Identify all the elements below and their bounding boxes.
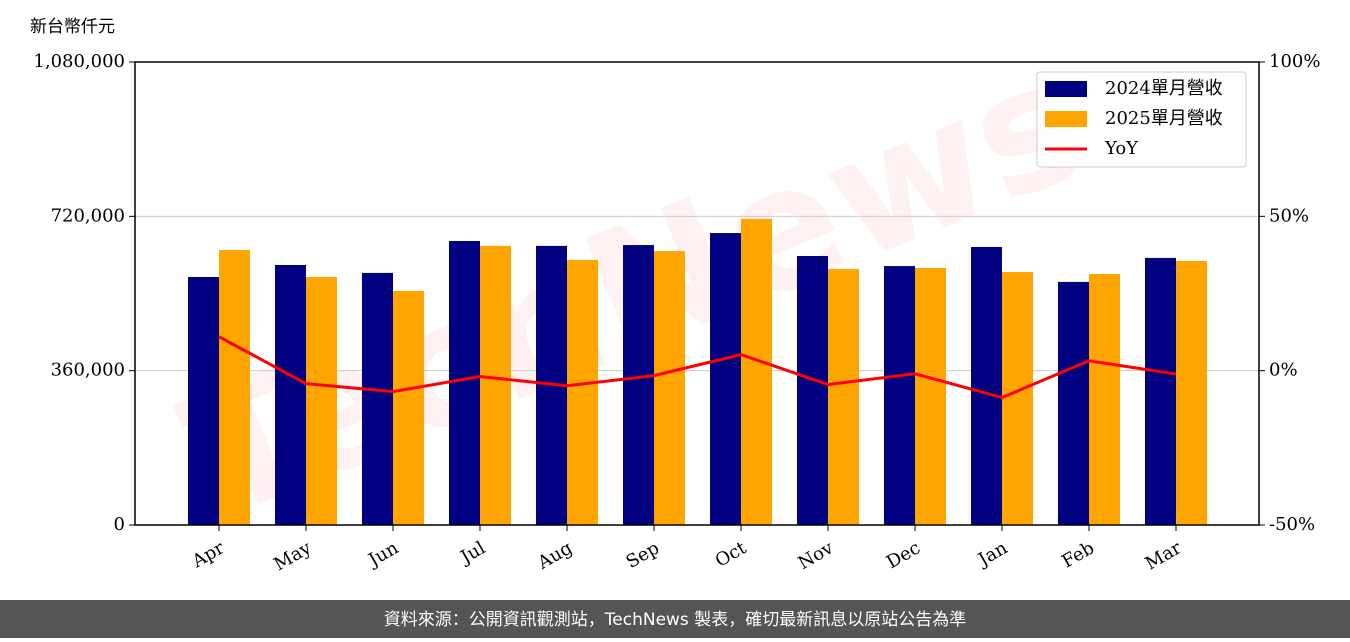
bar	[393, 290, 424, 525]
x-tick-label: Jan	[973, 537, 1011, 571]
bar	[1058, 281, 1089, 525]
bar	[362, 272, 393, 525]
x-tick-label: Nov	[795, 537, 838, 574]
y-tick-label: 0	[114, 514, 125, 535]
legend-swatch	[1045, 111, 1087, 127]
x-tick-label: Sep	[623, 537, 663, 572]
bar	[971, 246, 1002, 525]
legend-label: YoY	[1104, 138, 1139, 159]
bar	[884, 266, 915, 525]
plot-frame	[134, 61, 1260, 526]
y2-tick-label: 50%	[1269, 205, 1309, 226]
bar	[567, 260, 598, 525]
x-tick-label: Jul	[455, 537, 489, 569]
legend-label: 2024單月營收	[1105, 78, 1223, 99]
x-tick-label: May	[270, 537, 315, 575]
bar	[654, 251, 685, 525]
x-tick-label: Oct	[712, 537, 751, 572]
bar	[188, 276, 219, 525]
legend-label: 2025單月營收	[1105, 108, 1223, 129]
bar	[1145, 257, 1176, 525]
bar	[623, 245, 654, 525]
bar	[306, 276, 337, 525]
bar	[828, 269, 859, 525]
y2-tick-label: 100%	[1269, 51, 1320, 72]
y2-tick-label: -50%	[1269, 514, 1315, 535]
bar	[449, 240, 480, 525]
bar	[1002, 272, 1033, 525]
yoy-line	[218, 335, 1177, 400]
y-axis-label: 新台幣仟元	[30, 17, 115, 37]
x-tick-label: Mar	[1142, 537, 1186, 574]
y2-tick-label: 0%	[1269, 360, 1298, 381]
y-tick-label: 360,000	[51, 360, 125, 381]
footer: 資料來源：公開資訊觀測站，TechNews 製表，確切最新訊息以原站公告為準	[384, 610, 966, 630]
bar	[797, 255, 828, 526]
y-tick-label: 1,080,000	[33, 51, 125, 72]
x-tick-label: Jun	[363, 537, 402, 572]
bar	[219, 249, 250, 525]
x-tick-label: Feb	[1058, 537, 1098, 572]
legend-swatch	[1045, 81, 1087, 97]
x-tick-label: Apr	[188, 537, 228, 572]
bar	[1089, 273, 1120, 525]
bar	[275, 264, 306, 525]
footer-bar	[0, 600, 1350, 638]
bar	[915, 267, 946, 525]
x-tick-label: Aug	[533, 537, 576, 574]
y-tick-label: 720,000	[51, 205, 125, 226]
x-tick-label: Dec	[883, 537, 924, 573]
bar	[1176, 260, 1207, 525]
legend-box	[1036, 71, 1247, 168]
bar	[741, 218, 772, 525]
bar	[710, 233, 741, 525]
bar	[480, 245, 511, 526]
